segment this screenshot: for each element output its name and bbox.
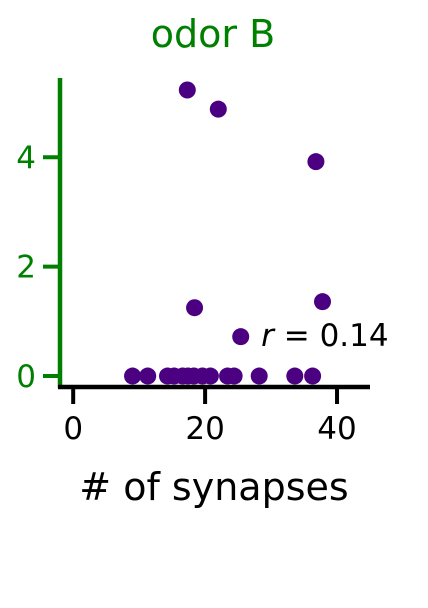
correlation-symbol: r [261,318,276,354]
data-point [225,367,243,385]
data-point [139,367,157,385]
data-point [201,367,219,385]
y-ticks: 0 2 4 [16,140,60,395]
x-tick-label: 20 [185,411,224,447]
data-point [286,367,304,385]
chart-title: odor B [151,12,275,56]
y-tick-label: 0 [16,359,36,395]
data-point [250,367,268,385]
data-point [304,367,322,385]
data-point [314,293,332,311]
data-points [124,81,332,385]
data-point [307,153,325,171]
x-tick-label: 0 [63,411,83,447]
x-tick-label: 40 [317,411,356,447]
data-point [124,367,142,385]
data-point [186,299,204,317]
y-tick-label: 2 [16,250,36,286]
x-axis-label: # of synapses [79,465,348,509]
y-tick-label: 4 [16,140,36,176]
data-point [209,100,227,118]
data-point [232,328,250,346]
data-point [178,81,196,99]
x-ticks: 0 20 40 [63,387,357,447]
correlation-value: = 0.14 [274,318,389,354]
correlation-annotation: r = 0.14 [261,318,388,354]
